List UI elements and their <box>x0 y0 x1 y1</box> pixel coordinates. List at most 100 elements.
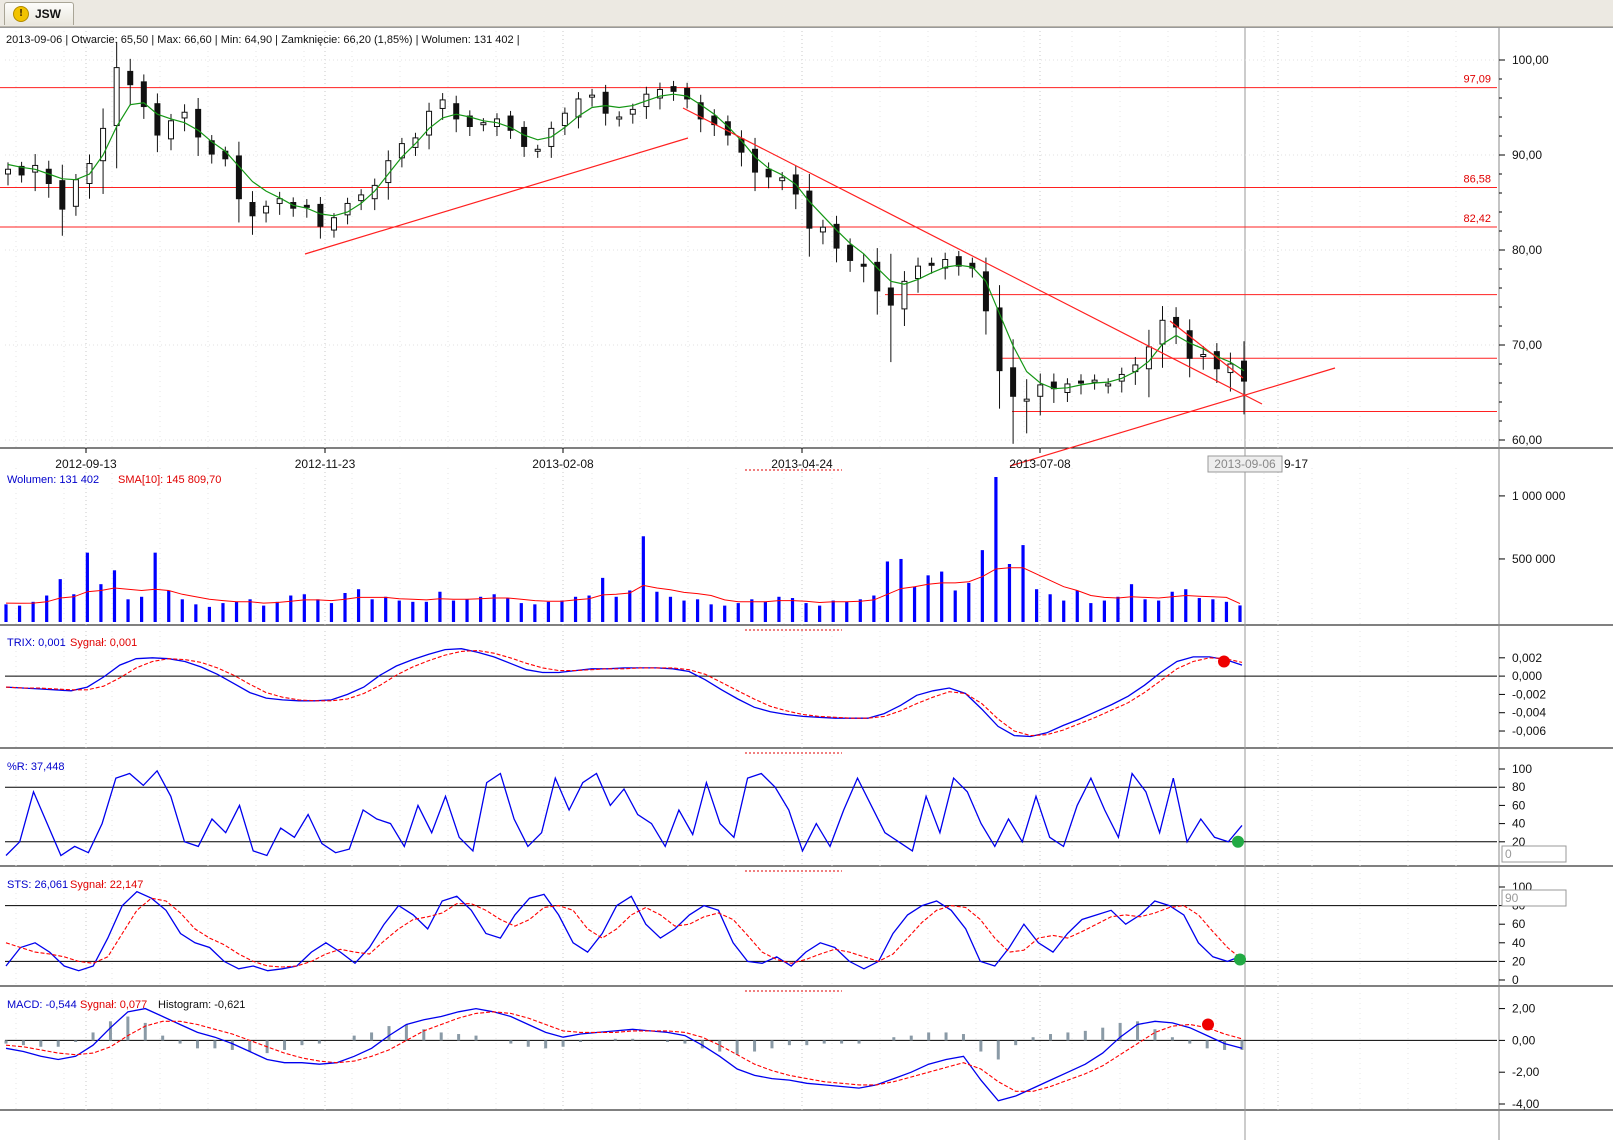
osc-tick-label: 60 <box>1512 798 1526 812</box>
volume-bar <box>1224 601 1229 622</box>
macd-histogram-bar <box>1136 1021 1140 1041</box>
volume-bar <box>1075 590 1079 622</box>
candle-body <box>589 94 596 98</box>
volume-bar <box>601 577 605 622</box>
candle-body <box>1200 354 1207 357</box>
level-label: 86,58 <box>1463 173 1491 185</box>
candle-body <box>1213 351 1220 370</box>
volume-bar <box>112 570 117 622</box>
indicator-title: TRIX: 0,001 <box>7 637 66 649</box>
info-volume: Wolumen: 131 402 <box>421 34 514 46</box>
volume-bar <box>248 599 252 622</box>
candle-body <box>249 202 256 217</box>
sma-line <box>7 93 1245 390</box>
candle-body <box>575 98 582 118</box>
macd-histogram-bar <box>613 1038 617 1041</box>
macd-histogram-bar <box>108 1021 112 1041</box>
macd-histogram-bar <box>74 1040 78 1042</box>
volume-bar <box>736 603 740 622</box>
indicator-line <box>5 769 1243 857</box>
osc-tick-label: 60 <box>1512 917 1526 931</box>
signal-title: Sygnał: 0,077 <box>80 999 147 1011</box>
signal-dot <box>1232 835 1244 848</box>
price-tick-label: 100,00 <box>1512 53 1549 67</box>
volume-bar <box>1238 605 1242 622</box>
volume-bar <box>967 582 971 622</box>
candle-body <box>439 99 446 109</box>
candle-body <box>317 203 324 227</box>
volume-bar <box>1197 598 1201 622</box>
macd-histogram-bar <box>979 1040 983 1052</box>
candle-body <box>276 198 283 204</box>
stock-chart[interactable]: 100,00 90,00 80,00 70,00 60,00 97,09 86,58 82,4… <box>0 28 1613 1140</box>
signal-title: Sygnał: 0,001 <box>70 637 137 649</box>
volume-bar <box>750 599 754 622</box>
trendline <box>1169 320 1244 379</box>
volume-bar <box>953 590 957 622</box>
warning-icon: ! <box>13 6 29 22</box>
candle-body <box>1105 383 1112 387</box>
candle-body <box>779 177 786 182</box>
volume-bar <box>546 601 551 622</box>
volume-bar <box>1062 600 1066 622</box>
macd-histogram-bar <box>39 1040 43 1047</box>
macd-histogram-bar <box>927 1032 931 1041</box>
macd-histogram-bar <box>683 1040 687 1044</box>
volume-bar <box>926 575 930 622</box>
volume-bar <box>885 561 890 622</box>
macd-histogram-bar <box>1223 1040 1227 1050</box>
volume-bar <box>723 605 727 622</box>
candle-body <box>303 204 310 208</box>
macd-histogram-bar <box>1170 1037 1174 1041</box>
osc-tick-label: -0,002 <box>1512 687 1546 701</box>
volume-bar <box>72 594 76 622</box>
macd-histogram-bar <box>387 1026 391 1041</box>
candle-body <box>847 244 854 261</box>
volume-tick-label: 500 000 <box>1512 552 1556 566</box>
volume-bar <box>845 601 849 622</box>
macd-histogram-bar <box>1101 1027 1105 1041</box>
volume-bar <box>370 599 374 622</box>
macd-histogram-bar <box>370 1032 374 1041</box>
volume-bar <box>329 603 334 622</box>
volume-bar <box>289 595 293 622</box>
volume-bar <box>424 601 428 622</box>
candle-body <box>819 226 826 233</box>
osc-tick-label: 0,00 <box>1512 1033 1536 1047</box>
candle-body <box>330 217 337 231</box>
osc-tick-label: 40 <box>1512 936 1526 950</box>
signal-title: Sygnał: 22,147 <box>70 879 143 891</box>
volume-bar <box>1211 599 1215 622</box>
macd-histogram-bar <box>213 1040 217 1049</box>
volume-bar <box>858 599 862 622</box>
macd-histogram-bar <box>439 1032 443 1041</box>
macd-histogram-bar <box>283 1040 287 1050</box>
macd-histogram-bar <box>1118 1022 1122 1041</box>
indicator-title: MACD: -0,544 <box>7 999 77 1011</box>
tab-jsw[interactable]: ! JSW <box>4 2 74 25</box>
osc-tick-label: 20 <box>1512 835 1526 849</box>
chart-canvas[interactable]: 2013-09-06 | Otwarcie: 65,50 | Max: 66,6… <box>0 27 1613 1140</box>
osc-tick-label: -0,004 <box>1512 706 1546 720</box>
osc-tick-label: 0 <box>1512 973 1519 987</box>
macd-histogram-bar <box>735 1040 739 1055</box>
candle-body <box>955 256 962 267</box>
histogram-title: Histogram: -0,621 <box>158 999 245 1011</box>
candle-body <box>887 287 894 306</box>
macd-histogram-bar <box>126 1016 130 1041</box>
volume-bar <box>912 586 917 622</box>
macd-histogram-bar <box>770 1040 774 1049</box>
volume-bar <box>492 594 496 622</box>
candle-body <box>697 102 704 120</box>
macd-histogram-bar <box>544 1040 548 1049</box>
candle-body <box>521 126 528 147</box>
osc-tick-label: 40 <box>1512 817 1526 831</box>
cursor-value-box <box>1501 889 1567 907</box>
cursor-value-box <box>1501 845 1567 863</box>
cursor-date-label: 2013-09-06 <box>1214 457 1276 471</box>
indicator-title: STS: 26,061 <box>7 879 68 891</box>
candle-body <box>629 108 636 115</box>
candle-body <box>996 307 1003 372</box>
signal-line <box>5 897 1243 968</box>
price-tick-label: 80,00 <box>1512 243 1542 257</box>
